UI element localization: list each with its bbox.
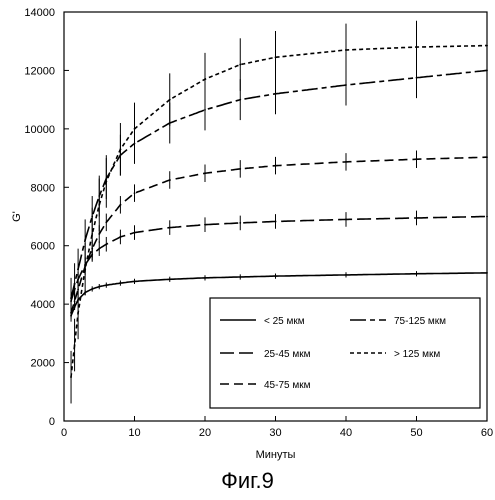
series-line bbox=[71, 157, 487, 313]
data-point bbox=[416, 77, 418, 79]
data-point bbox=[416, 158, 418, 160]
chart: 0 10 20 30 40 50 60 0 2000 4000 6000 8000 10000 12000… bbox=[0, 0, 495, 465]
data-point bbox=[345, 219, 347, 221]
legend-label: < 25 мкм bbox=[264, 316, 305, 327]
data-point bbox=[239, 276, 241, 278]
data-point bbox=[169, 179, 171, 181]
data-point bbox=[134, 192, 136, 194]
y-tick-label: 12000 bbox=[24, 65, 55, 77]
x-tick-label: 20 bbox=[199, 427, 211, 439]
series-line bbox=[71, 70, 487, 298]
data-point bbox=[204, 109, 206, 111]
data-point bbox=[134, 232, 136, 234]
x-tick-label: 0 bbox=[61, 427, 67, 439]
y-tick-label: 4000 bbox=[31, 299, 55, 311]
data-point bbox=[84, 239, 86, 241]
figure-caption: Фиг.9 bbox=[0, 468, 495, 494]
data-point bbox=[204, 172, 206, 174]
x-tick-label: 40 bbox=[340, 427, 352, 439]
series-3 bbox=[70, 148, 488, 321]
legend: < 25 мкм 25-45 мкм 45-75 мкм 75-125 мкм > 12… bbox=[210, 298, 480, 408]
data-point bbox=[275, 93, 277, 95]
y-tick-label: 0 bbox=[49, 416, 55, 428]
data-point bbox=[120, 282, 122, 284]
data-point bbox=[74, 283, 76, 285]
data-point bbox=[91, 233, 93, 235]
data-point bbox=[105, 243, 107, 245]
data-point bbox=[416, 46, 418, 48]
data-point bbox=[105, 221, 107, 223]
x-tick-label: 30 bbox=[269, 427, 281, 439]
data-point bbox=[239, 64, 241, 66]
data-point bbox=[120, 204, 122, 206]
x-tick-label: 60 bbox=[481, 427, 493, 439]
data-point bbox=[77, 312, 79, 314]
data-point bbox=[204, 224, 206, 226]
legend-label: > 125 мкм bbox=[394, 349, 440, 360]
data-point bbox=[91, 288, 93, 290]
y-tick-label: 6000 bbox=[31, 241, 55, 253]
legend-label: 25-45 мкм bbox=[264, 349, 311, 360]
series-4 bbox=[70, 50, 488, 319]
data-point bbox=[345, 84, 347, 86]
data-point bbox=[98, 204, 100, 206]
data-point bbox=[105, 181, 107, 183]
data-point bbox=[239, 99, 241, 101]
data-point bbox=[169, 278, 171, 280]
y-tick-label: 14000 bbox=[24, 7, 55, 19]
data-point bbox=[120, 148, 122, 150]
data-point bbox=[239, 222, 241, 224]
data-point bbox=[239, 168, 241, 170]
data-point bbox=[134, 128, 136, 130]
data-point bbox=[275, 165, 277, 167]
data-point bbox=[98, 248, 100, 250]
data-point bbox=[70, 376, 72, 378]
data-point bbox=[204, 277, 206, 279]
x-axis-label: Минуты bbox=[256, 449, 296, 461]
data-point bbox=[169, 227, 171, 229]
data-point bbox=[98, 286, 100, 288]
data-point bbox=[345, 49, 347, 51]
y-tick-label: 8000 bbox=[31, 182, 55, 194]
data-point bbox=[169, 99, 171, 101]
data-point bbox=[275, 221, 277, 223]
data-point bbox=[275, 275, 277, 277]
data-point bbox=[275, 56, 277, 58]
data-point bbox=[70, 297, 72, 299]
data-point bbox=[345, 161, 347, 163]
y-tick-label: 2000 bbox=[31, 358, 55, 370]
data-point bbox=[77, 268, 79, 270]
y-tick-label: 10000 bbox=[24, 124, 55, 136]
legend-label: 75-125 мкм bbox=[394, 316, 446, 327]
x-tick-label: 10 bbox=[128, 427, 140, 439]
series-2 bbox=[70, 209, 488, 308]
data-point bbox=[98, 233, 100, 235]
legend-label: 45-75 мкм bbox=[264, 380, 311, 391]
series-line bbox=[71, 217, 487, 302]
data-point bbox=[345, 274, 347, 276]
x-tick-label: 50 bbox=[410, 427, 422, 439]
data-point bbox=[416, 273, 418, 275]
data-point bbox=[120, 236, 122, 238]
data-point bbox=[204, 78, 206, 80]
data-point bbox=[134, 280, 136, 282]
data-point bbox=[84, 268, 86, 270]
data-point bbox=[74, 344, 76, 346]
data-point bbox=[416, 217, 418, 219]
data-point bbox=[105, 284, 107, 286]
y-axis-label: G' bbox=[11, 211, 23, 222]
